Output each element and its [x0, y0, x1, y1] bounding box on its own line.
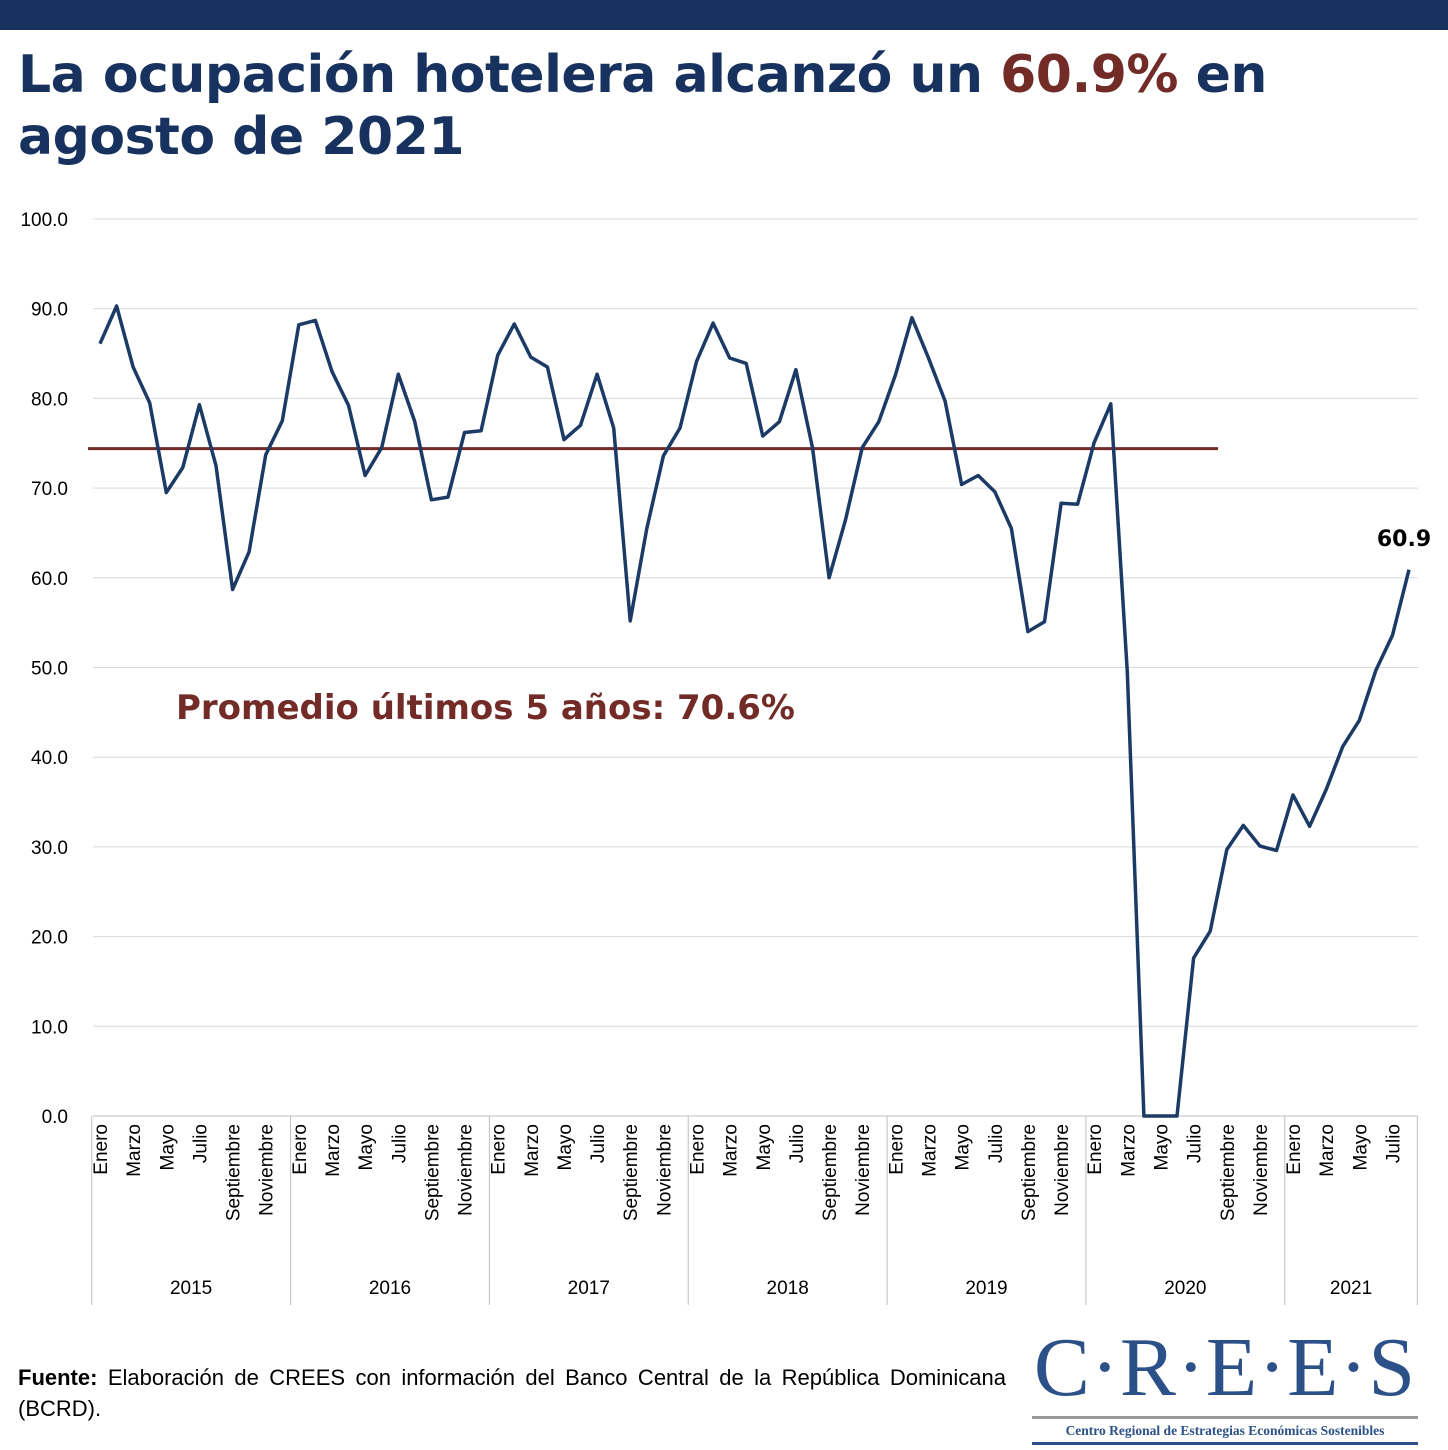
logo-wordmark: C·R·E·E·S [1033, 1321, 1417, 1414]
x-tick-label: Septiembre [621, 1124, 642, 1221]
x-tick-label: Julio [190, 1124, 211, 1163]
title-text-end: en agosto de 2021 [18, 45, 1267, 167]
y-tick-label: 60.0 [31, 569, 68, 590]
source-text: Elaboración de CREES con información del… [18, 1365, 1006, 1421]
x-tick-label: Enero [91, 1124, 112, 1175]
x-tick-label: Septiembre [1019, 1124, 1040, 1221]
x-tick-label: Noviembre [456, 1124, 477, 1216]
x-tick-label: Julio [787, 1124, 808, 1163]
source-label: Fuente: [18, 1365, 98, 1390]
x-tick-label: Noviembre [654, 1124, 675, 1216]
x-tick-label: Noviembre [1052, 1124, 1073, 1216]
x-tick-label: Marzo [124, 1124, 145, 1177]
x-tick-label: Mayo [157, 1124, 178, 1170]
x-tick-label: Septiembre [422, 1124, 443, 1221]
top-bar [0, 0, 1448, 30]
y-tick-label: 80.0 [31, 389, 68, 410]
x-tick-label: Julio [1383, 1124, 1404, 1163]
page-title: La ocupación hotelera alcanzó un 60.9% e… [18, 44, 1418, 168]
year-label: 2019 [965, 1278, 1007, 1299]
logo-underline [1032, 1442, 1418, 1445]
x-tick-label: Marzo [920, 1124, 941, 1177]
source-note: Fuente: Elaboración de CREES con informa… [18, 1362, 1006, 1424]
y-tick-label: 40.0 [31, 748, 68, 769]
x-tick-label: Mayo [953, 1124, 974, 1170]
year-label: 2020 [1164, 1278, 1206, 1299]
x-tick-label: Enero [489, 1124, 510, 1175]
x-tick-label: Mayo [356, 1124, 377, 1170]
y-tick-label: 30.0 [31, 838, 68, 859]
x-tick-label: Noviembre [257, 1124, 278, 1216]
x-tick-label: Enero [688, 1124, 709, 1175]
x-tick-label: Noviembre [853, 1124, 874, 1216]
x-tick-label: Noviembre [1251, 1124, 1272, 1216]
x-tick-label: Marzo [721, 1124, 742, 1177]
x-tick-label: Septiembre [820, 1124, 841, 1221]
year-label: 2018 [767, 1278, 809, 1299]
y-tick-label: 90.0 [31, 300, 68, 321]
title-highlight: 60.9% [1000, 45, 1178, 105]
year-label: 2021 [1330, 1278, 1372, 1299]
x-tick-label: Enero [290, 1124, 311, 1175]
crees-logo: C·R·E·E·S Centro Regional de Estrategias… [1032, 1321, 1418, 1445]
x-tick-label: Mayo [1151, 1124, 1172, 1170]
x-tick-label: Enero [886, 1124, 907, 1175]
last-point-label: 60.9 [1377, 527, 1431, 552]
logo-divider [1032, 1416, 1418, 1419]
x-tick-label: Mayo [754, 1124, 775, 1170]
x-tick-label: Julio [389, 1124, 410, 1163]
y-tick-label: 10.0 [31, 1017, 68, 1038]
x-tick-label: Marzo [1317, 1124, 1338, 1177]
year-label: 2015 [170, 1278, 212, 1299]
y-tick-label: 50.0 [31, 659, 68, 680]
series-line [98, 304, 1411, 1118]
y-tick-label: 70.0 [31, 479, 68, 500]
x-tick-label: Enero [1085, 1124, 1106, 1175]
y-tick-label: 100.0 [20, 210, 68, 231]
year-label: 2017 [568, 1278, 610, 1299]
y-tick-label: 0.0 [42, 1107, 68, 1128]
x-tick-label: Marzo [522, 1124, 543, 1177]
x-tick-label: Marzo [323, 1124, 344, 1177]
x-tick-label: Marzo [1118, 1124, 1139, 1177]
x-tick-label: Julio [588, 1124, 609, 1163]
x-tick-label: Mayo [555, 1124, 576, 1170]
year-label: 2016 [369, 1278, 411, 1299]
logo-subtitle: Centro Regional de Estrategias Económica… [1065, 1423, 1385, 1438]
x-tick-label: Julio [986, 1124, 1007, 1163]
average-label: Promedio últimos 5 años: 70.6% [176, 688, 795, 728]
x-tick-label: Julio [1185, 1124, 1206, 1163]
x-tick-label: Enero [1284, 1124, 1305, 1175]
x-tick-label: Septiembre [1218, 1124, 1239, 1221]
x-tick-label: Septiembre [224, 1124, 245, 1221]
title-text: La ocupación hotelera alcanzó un [18, 45, 1001, 105]
y-tick-label: 20.0 [31, 928, 68, 949]
x-tick-label: Mayo [1350, 1124, 1371, 1170]
